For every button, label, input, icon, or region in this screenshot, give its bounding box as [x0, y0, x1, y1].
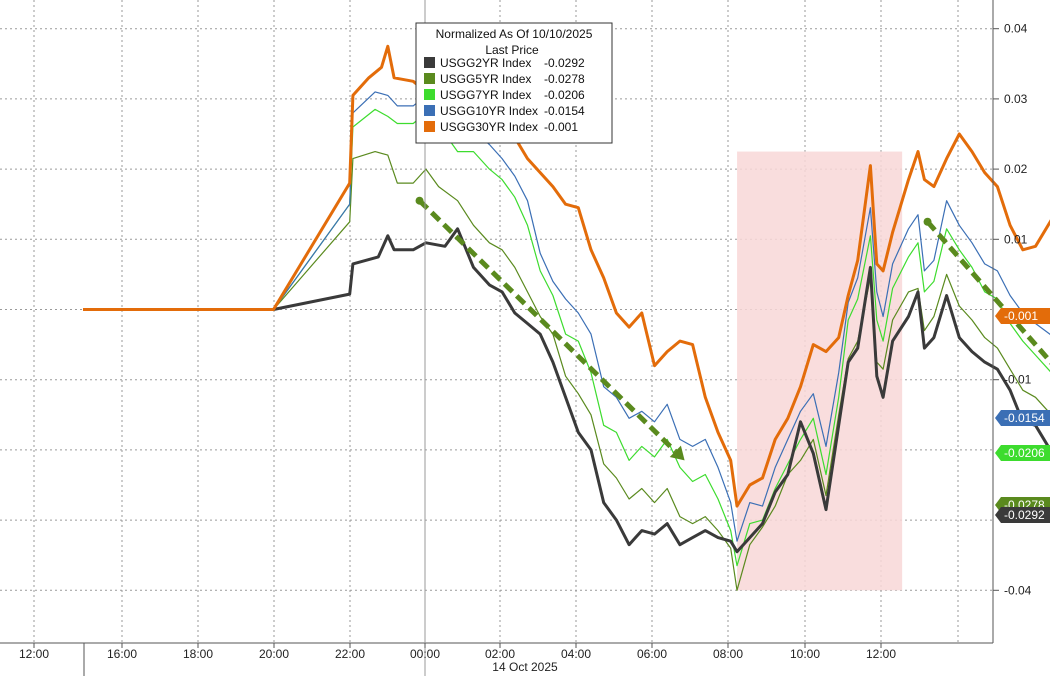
x-tick-label: 06:00	[637, 647, 667, 661]
y-tick-label: 0.02	[1004, 162, 1028, 176]
legend-series-name: USGG7YR Index	[440, 88, 531, 102]
last-value-tag	[995, 507, 1050, 523]
series-line-usgg7yr	[83, 108, 1050, 567]
x-tick-label: 22:00	[335, 647, 365, 661]
legend-series-value: -0.001	[544, 120, 578, 134]
trend-arrow	[925, 220, 1050, 365]
trend-arrows	[415, 196, 1050, 461]
legend: Normalized As Of 10/10/2025 Last Price U…	[415, 22, 613, 144]
x-tick-label: 20:00	[259, 647, 289, 661]
legend-series-name: USGG5YR Index	[440, 72, 531, 86]
last-value-tag-text: -0.0292	[1004, 508, 1045, 522]
x-tick-label: 08:00	[713, 647, 743, 661]
last-value-tag	[995, 308, 1050, 324]
last-value-tag-text: -0.0154	[1004, 411, 1045, 425]
legend-subtitle: Last Price	[485, 43, 539, 57]
legend-box	[415, 22, 613, 144]
legend-series-value: -0.0278	[544, 72, 585, 86]
x-tick-label: 18:00	[183, 647, 213, 661]
y-tick-label: 0.03	[1004, 92, 1028, 106]
last-value-tags: -0.001-0.0154-0.0206-0.0278-0.0292	[995, 308, 1050, 523]
legend-series-name: USGG2YR Index	[440, 56, 531, 70]
legend-series-value: -0.0292	[544, 56, 585, 70]
x-tick-label: 00:00	[410, 647, 440, 661]
last-value-tag	[995, 410, 1050, 426]
y-tick-label: 0.01	[1004, 232, 1028, 246]
date-label: 14 Oct 2025	[492, 660, 558, 674]
x-axis-ticks: 12:00 16:00 18:00 20:00 22:00 00:00 02:00 04:00…	[19, 643, 896, 661]
trend-arrow-head	[669, 445, 685, 461]
x-tick-label: 10:00	[790, 647, 820, 661]
legend-swatch	[424, 73, 435, 84]
y-tick-label: -0.04	[1004, 583, 1032, 597]
legend-series-name: USGG10YR Index	[440, 104, 538, 118]
legend-swatch	[424, 105, 435, 116]
series-line-usgg10yr	[83, 91, 1050, 542]
legend-swatch	[424, 121, 435, 132]
legend-series-value: -0.0154	[544, 104, 585, 118]
y-tick-label: 0.04	[1004, 22, 1028, 36]
x-tick-label: 12:00	[19, 647, 49, 661]
x-tick-label: 16:00	[107, 647, 137, 661]
legend-series-name: USGG30YR Index	[440, 120, 538, 134]
series-line-usgg2yr	[83, 227, 1050, 554]
series-line-usgg5yr	[83, 151, 1050, 591]
last-value-tag	[995, 445, 1050, 461]
legend-swatch	[424, 57, 435, 68]
x-tick-label: 04:00	[561, 647, 591, 661]
x-tick-label: 12:00	[866, 647, 896, 661]
y-tick-label: -0.01	[1004, 373, 1032, 387]
legend-swatch	[424, 89, 435, 100]
last-value-tag-text: -0.0206	[1004, 446, 1045, 460]
legend-rows: USGG2YR Index -0.0292 USGG5YR Index -0.0278…	[424, 56, 585, 134]
legend-series-value: -0.0206	[544, 88, 585, 102]
y-axis-ticks: 0.04 0.03 0.02 0.01 -0.01 -0.04	[993, 22, 1032, 597]
last-value-tag-text: -0.001	[1004, 309, 1038, 323]
trend-arrow	[417, 198, 678, 454]
legend-title: Normalized As Of 10/10/2025	[436, 27, 593, 41]
x-tick-label: 02:00	[485, 647, 515, 661]
